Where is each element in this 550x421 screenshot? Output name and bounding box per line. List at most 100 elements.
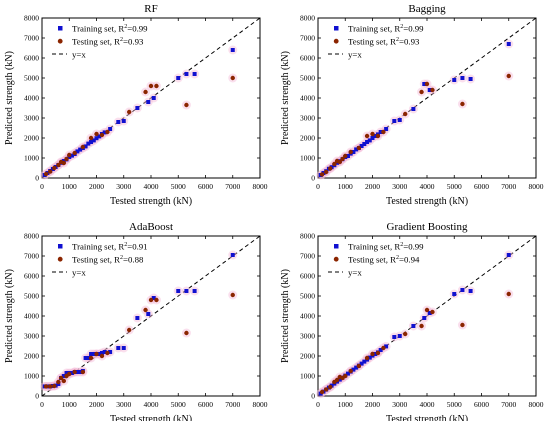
panel-2: AdaBoost 0 1000 2000 3000 4000 5000 6000 7000 800…: [4, 221, 268, 421]
legend-equals: =: [399, 254, 404, 264]
series-0: [318, 42, 511, 177]
test-point: [230, 75, 235, 81]
legend-entry: Training set, R2=0.91: [72, 241, 148, 251]
x-tick-label: 6000: [474, 400, 489, 409]
legend-r2-value: 0.91: [132, 241, 147, 251]
legend-equals: =: [127, 23, 132, 33]
test-point: [430, 309, 435, 315]
y-tick-label: 3000: [24, 332, 39, 341]
test-point: [99, 353, 105, 359]
train-point: [116, 120, 121, 124]
test-point: [94, 351, 99, 357]
test-point: [332, 161, 337, 167]
test-point: [43, 171, 49, 177]
test-point: [460, 322, 465, 328]
y-tick-label: 0: [311, 392, 315, 401]
y-tick-label: 1000: [24, 154, 39, 163]
x-tick-label: 4000: [420, 400, 435, 409]
panel-3: Gradient Boosting 0 1000 2000 3000 4000 5000 60…: [280, 221, 544, 421]
legend-marker-circle: [333, 256, 339, 262]
train-point: [427, 88, 432, 92]
x-tick-label: 2000: [365, 182, 380, 191]
train-point: [230, 48, 235, 52]
train-point: [362, 359, 367, 364]
panel-1: Bagging 0 1000 2000 3000 4000 5000 6000 7000 8000…: [280, 3, 544, 207]
x-tick-label: 8000: [529, 182, 544, 191]
legend-series-name: Training set, R: [348, 241, 400, 251]
test-point: [403, 111, 408, 117]
legend-series-name: Testing set, R: [348, 36, 396, 46]
test-point: [99, 132, 105, 138]
test-point: [230, 292, 235, 298]
test-point: [323, 387, 329, 392]
x-tick-label: 8000: [529, 400, 544, 409]
x-tick-label: 2000: [89, 400, 104, 409]
y-tick-label: 6000: [24, 272, 39, 281]
y-tick-label: 6000: [300, 272, 315, 281]
x-tick-label: 0: [316, 400, 320, 409]
train-point: [121, 346, 126, 350]
y-tick-label: 2000: [24, 134, 39, 143]
train-point: [108, 127, 113, 131]
y-tick-label: 0: [311, 174, 315, 183]
legend-r2-value: 0.93: [128, 36, 144, 46]
legend-marker-square: [334, 244, 339, 249]
x-tick-label: 5000: [171, 182, 186, 191]
train-point: [102, 130, 107, 135]
train-point: [146, 312, 151, 316]
legend-line-label: y=x: [348, 267, 362, 277]
x-tick-label: 0: [40, 400, 44, 409]
y-axis-label: Predicted strength (kN): [4, 269, 15, 363]
y-axis-label: Predicted strength (kN): [280, 269, 291, 363]
test-point: [127, 327, 132, 333]
train-point: [151, 296, 156, 300]
test-point: [506, 73, 511, 79]
train-point: [384, 344, 389, 349]
train-point: [359, 144, 364, 148]
test-point: [143, 89, 148, 95]
x-tick-label: 3000: [116, 182, 131, 191]
train-point: [359, 361, 364, 366]
x-axis-label: Tested strength (kN): [386, 196, 468, 207]
legend-equals: =: [123, 254, 128, 264]
y-tick-label: 8000: [300, 232, 315, 241]
test-point: [61, 378, 66, 384]
train-point: [397, 334, 402, 338]
train-point: [230, 253, 235, 257]
y-tick-label: 7000: [300, 34, 315, 43]
legend-entry: Training set, R2=0.99: [72, 23, 148, 33]
train-point: [75, 149, 80, 154]
train-point: [69, 371, 74, 375]
train-point: [422, 316, 427, 320]
series-1: [319, 291, 511, 395]
y-tick-label: 1000: [300, 372, 315, 381]
x-tick-label: 2000: [89, 182, 104, 191]
legend-equals: =: [127, 241, 132, 251]
test-point: [323, 169, 329, 175]
x-tick-label: 5000: [447, 400, 462, 409]
train-point: [135, 106, 140, 110]
train-point: [121, 119, 126, 123]
y-tick-label: 3000: [300, 114, 315, 123]
train-point: [75, 370, 80, 374]
test-point: [370, 351, 375, 357]
train-point: [151, 96, 156, 100]
train-point: [345, 154, 350, 158]
test-point: [381, 345, 386, 351]
train-point: [176, 76, 181, 80]
y-tick-label: 8000: [24, 232, 39, 241]
train-point: [61, 374, 66, 378]
legend-series-name: Testing set, R: [72, 36, 120, 46]
test-point: [348, 368, 353, 374]
x-tick-label: 5000: [171, 400, 186, 409]
train-point: [192, 72, 197, 76]
test-point: [184, 330, 189, 336]
y-tick-label: 7000: [300, 252, 315, 261]
train-point: [452, 292, 457, 296]
series-1: [43, 292, 235, 389]
legend-superscript: 2: [400, 24, 403, 30]
train-point: [468, 77, 473, 81]
train-point: [102, 350, 107, 354]
legend-series-name: Training set, R: [72, 23, 124, 33]
